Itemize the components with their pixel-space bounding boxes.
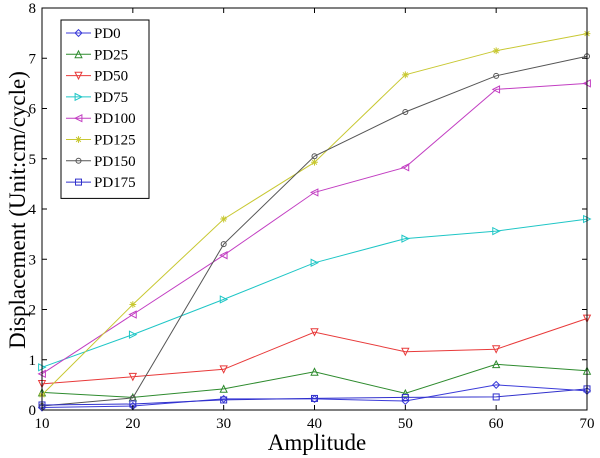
data-point-pd150-40: [311, 153, 318, 160]
data-point-pd75-30: [219, 295, 229, 304]
legend-label: PD150: [94, 154, 136, 170]
legend-entry-pd125: PD125: [66, 133, 136, 149]
series-line-pd175: [41, 388, 588, 406]
x-tick-label: 30: [216, 416, 231, 432]
legend-marker: [75, 157, 82, 164]
data-point-pd175-50: [401, 393, 409, 401]
data-point-pd75-60: [492, 226, 501, 236]
legend-marker: [74, 28, 83, 38]
legend-label: PD175: [94, 175, 136, 191]
data-point-pd100-40: [309, 188, 319, 197]
data-point-pd50-60: [491, 345, 501, 354]
x-tick-label: 50: [398, 416, 413, 432]
legend-label: PD100: [94, 111, 136, 127]
data-point-pd125-40: [311, 158, 318, 166]
data-point-pd150-50: [402, 109, 409, 116]
legend-label: PD125: [94, 133, 136, 149]
legend-entry-pd100: PD100: [66, 111, 136, 127]
data-point-pd150-60: [493, 72, 500, 79]
data-point-pd125-50: [401, 71, 409, 79]
data-point-pd0-60: [492, 380, 501, 389]
data-point-pd100-30: [219, 251, 228, 260]
y-tick-label: 8: [29, 1, 37, 17]
data-point-pd50-50: [401, 347, 410, 357]
data-point-pd75-40: [310, 258, 320, 267]
axes-layer: 10 20 30 40 50 60 70 0 1 2 3 4 5 6 7 8: [29, 1, 595, 432]
x-tick-label: 10: [35, 416, 50, 432]
data-point-pd75-50: [401, 234, 410, 243]
data-point-pd0-50: [401, 396, 410, 406]
data-point-pd25-40: [310, 367, 319, 376]
data-point-pd0-30: [219, 394, 228, 404]
legend-entry-pd150: PD150: [66, 154, 136, 170]
legend-marker: [75, 136, 82, 143]
series-pd175: [38, 385, 591, 409]
legend-marker: [73, 113, 83, 123]
y-tick-label: 6: [29, 102, 37, 118]
series-pd75: [38, 214, 592, 372]
legend-marker: [75, 178, 82, 186]
series-line-pd50: [41, 318, 588, 385]
data-point-pd25-60: [491, 359, 501, 369]
legend-label: PD0: [94, 26, 121, 42]
x-tick-label: 70: [580, 416, 595, 432]
data-point-pd125-60: [492, 47, 500, 55]
data-point-pd50-20: [128, 372, 138, 382]
data-point-pd100-20: [128, 310, 137, 319]
x-axis-title: Amplitude: [268, 430, 366, 455]
data-point-pd100-50: [400, 163, 410, 172]
y-tick-label: 0: [29, 403, 37, 419]
legend-entry-pd0: PD0: [66, 26, 121, 42]
data-point-pd175-40: [311, 394, 318, 402]
data-point-pd175-30: [220, 396, 228, 404]
y-tick-label: 3: [29, 252, 37, 268]
legend-entry-pd75: PD75: [66, 90, 128, 106]
data-point-pd150-30: [220, 241, 227, 248]
series-line-pd150: [41, 55, 588, 407]
x-tick-label: 20: [125, 416, 140, 432]
data-point-pd0-40: [310, 394, 319, 404]
data-point-pd75-20: [128, 330, 138, 339]
y-tick-label: 5: [29, 152, 37, 168]
data-point-pd100-60: [491, 85, 501, 94]
data-point-pd50-40: [310, 328, 319, 337]
data-point-pd25-50: [401, 388, 410, 398]
legend-marker: [74, 92, 84, 102]
data-point-pd175-60: [492, 393, 500, 401]
series-line-pd100: [41, 82, 588, 375]
y-tick-label: 1: [29, 353, 37, 369]
data-point-pd125-20: [129, 301, 137, 308]
legend: PD0 PD25 PD50 PD75 PD100 PD125 PD150 PD175: [60, 19, 150, 199]
series-pd150: [39, 53, 590, 409]
data-point-pd25-30: [219, 384, 228, 393]
series-line-pd75: [41, 218, 588, 368]
legend-marker: [74, 71, 83, 81]
data-point-pd125-30: [220, 215, 228, 223]
y-tick-label: 4: [29, 202, 37, 218]
y-axis-title: Displacement (Unit:cm/cycle): [5, 71, 30, 349]
legend-label: PD50: [94, 69, 128, 85]
legend-entry-pd25: PD25: [66, 47, 128, 63]
y-tick-label: 2: [29, 303, 37, 319]
data-point-pd150-20: [129, 394, 136, 401]
legend-box: [60, 19, 150, 199]
x-tick-label: 40: [307, 416, 322, 432]
legend-label: PD25: [94, 47, 128, 63]
legend-label: PD75: [94, 90, 128, 106]
legend-marker: [74, 49, 83, 59]
legend-entry-pd50: PD50: [66, 69, 128, 85]
legend-entry-pd175: PD175: [66, 175, 136, 191]
y-tick-label: 7: [29, 51, 37, 67]
x-tick-label: 60: [489, 416, 504, 432]
data-point-pd50-30: [219, 365, 228, 374]
